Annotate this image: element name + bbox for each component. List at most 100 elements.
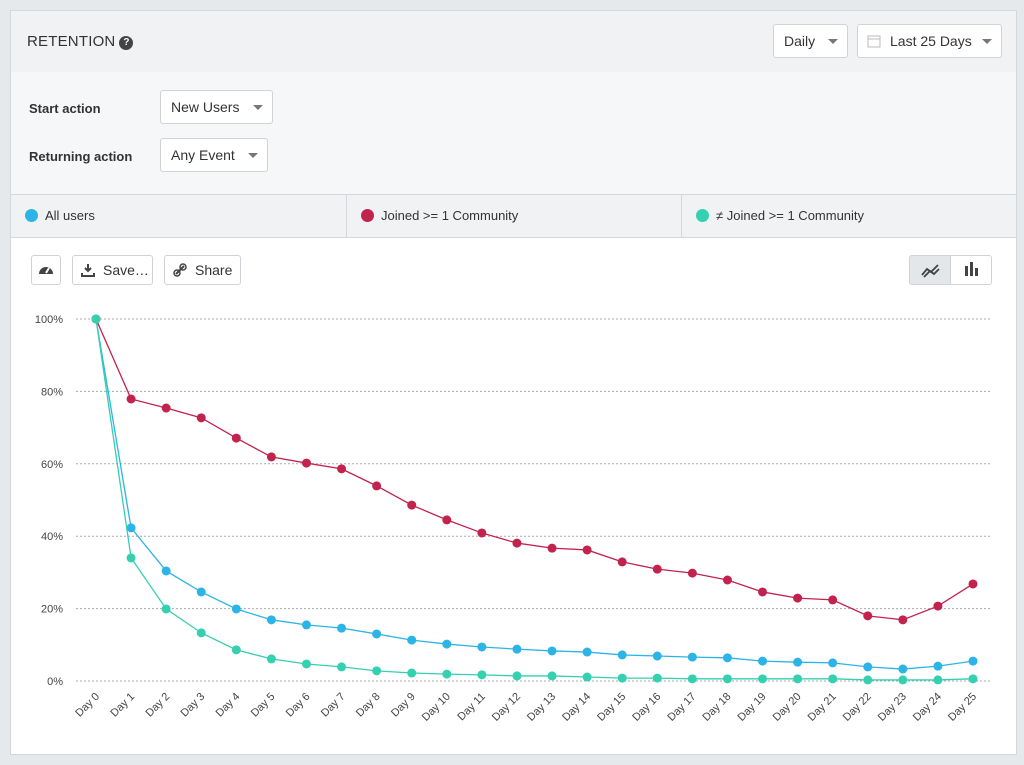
x-tick-label: Day 20 (771, 691, 804, 724)
data-point (758, 657, 767, 666)
data-point (969, 657, 978, 666)
data-point (197, 628, 206, 637)
data-point (302, 659, 311, 668)
retention-panel: RETENTION? Daily Last 25 Days Start acti… (10, 10, 1017, 755)
data-point (863, 675, 872, 684)
data-point (688, 674, 697, 683)
filter-value: Any Event (171, 147, 235, 163)
data-point (969, 674, 978, 683)
y-tick-label: 40% (41, 531, 63, 543)
x-tick-label: Day 3 (179, 691, 208, 720)
legend-tab[interactable]: Joined >= 1 Community (346, 195, 681, 237)
data-point (512, 539, 521, 548)
legend-label: ≠ Joined >= 1 Community (716, 208, 864, 223)
data-point (863, 662, 872, 671)
filter-label: Returning action (29, 149, 132, 164)
data-point (127, 395, 136, 404)
data-point (618, 674, 627, 683)
data-point (723, 653, 732, 662)
x-tick-label: Day 8 (354, 691, 383, 720)
x-tick-label: Day 0 (73, 691, 102, 720)
filter-label: Start action (29, 101, 101, 116)
filter-dropdown[interactable]: New Users (160, 90, 273, 124)
data-point (793, 674, 802, 683)
data-point (127, 523, 136, 532)
data-point (969, 579, 978, 588)
x-tick-label: Day 5 (249, 691, 278, 720)
data-point (933, 602, 942, 611)
range-dropdown[interactable]: Last 25 Days (857, 24, 1002, 58)
legend-tab[interactable]: All users (11, 195, 346, 237)
data-point (548, 544, 557, 553)
data-point (407, 501, 416, 510)
x-tick-label: Day 12 (490, 691, 523, 724)
data-point (302, 459, 311, 468)
x-tick-label: Day 13 (525, 691, 558, 724)
data-point (863, 611, 872, 620)
data-point (302, 620, 311, 629)
data-point (162, 566, 171, 575)
x-tick-label: Day 7 (319, 691, 348, 720)
legend-tab[interactable]: ≠ Joined >= 1 Community (681, 195, 1016, 237)
data-point (267, 654, 276, 663)
data-point (758, 587, 767, 596)
data-point (512, 671, 521, 680)
data-point (197, 587, 206, 596)
legend-tabs: All users Joined >= 1 Community ≠ Joined >… (11, 195, 1016, 238)
x-tick-label: Day 18 (700, 691, 733, 724)
y-tick-label: 0% (47, 676, 63, 688)
y-tick-label: 100% (35, 314, 63, 326)
x-tick-label: Day 25 (946, 691, 979, 724)
data-point (653, 652, 662, 661)
help-icon[interactable]: ? (119, 36, 133, 50)
data-point (232, 645, 241, 654)
data-point (442, 515, 451, 524)
interval-dropdown[interactable]: Daily (773, 24, 848, 58)
x-tick-label: Day 15 (595, 691, 628, 724)
data-point (232, 434, 241, 443)
data-point (828, 674, 837, 683)
x-tick-label: Day 16 (630, 691, 663, 724)
data-point (723, 576, 732, 585)
data-point (407, 669, 416, 678)
data-point (337, 464, 346, 473)
data-point (793, 594, 802, 603)
data-point (477, 528, 486, 537)
data-point (933, 662, 942, 671)
x-tick-label: Day 2 (143, 691, 172, 720)
data-point (723, 674, 732, 683)
data-point (653, 674, 662, 683)
data-point (583, 648, 592, 657)
data-point (372, 629, 381, 638)
filter-value: New Users (171, 99, 239, 115)
data-point (442, 640, 451, 649)
data-point (898, 615, 907, 624)
data-point (477, 642, 486, 651)
filter-dropdown[interactable]: Any Event (160, 138, 268, 172)
legend-label: Joined >= 1 Community (381, 208, 518, 223)
y-tick-label: 60% (41, 459, 63, 471)
data-point (618, 557, 627, 566)
data-point (197, 413, 206, 422)
data-point (618, 650, 627, 659)
data-point (688, 653, 697, 662)
data-point (162, 404, 171, 413)
data-point (512, 645, 521, 654)
x-tick-label: Day 17 (665, 691, 698, 724)
x-tick-label: Day 1 (108, 691, 137, 720)
x-tick-label: Day 21 (806, 691, 839, 724)
data-point (372, 481, 381, 490)
data-point (898, 675, 907, 684)
data-point (127, 553, 136, 562)
data-point (583, 545, 592, 554)
data-point (92, 315, 101, 324)
x-tick-label: Day 9 (389, 691, 418, 720)
y-tick-label: 20% (41, 604, 63, 616)
data-point (758, 674, 767, 683)
data-point (548, 671, 557, 680)
data-point (583, 673, 592, 682)
data-point (337, 662, 346, 671)
data-point (548, 646, 557, 655)
legend-label: All users (45, 208, 95, 223)
